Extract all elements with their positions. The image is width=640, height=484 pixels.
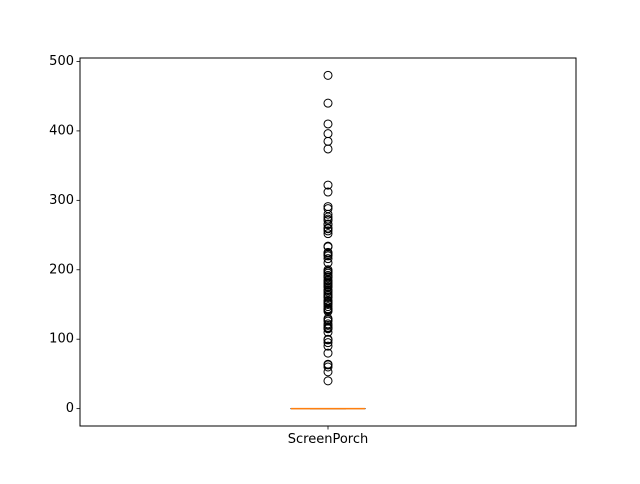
y-tick-label: 300 xyxy=(49,193,74,208)
y-tick-label: 0 xyxy=(66,401,74,416)
y-tick-label: 100 xyxy=(49,332,74,347)
y-tick-label: 500 xyxy=(49,54,74,69)
y-tick-label: 200 xyxy=(49,262,74,277)
y-tick-label: 400 xyxy=(49,123,74,138)
x-tick-label: ScreenPorch xyxy=(288,432,368,447)
